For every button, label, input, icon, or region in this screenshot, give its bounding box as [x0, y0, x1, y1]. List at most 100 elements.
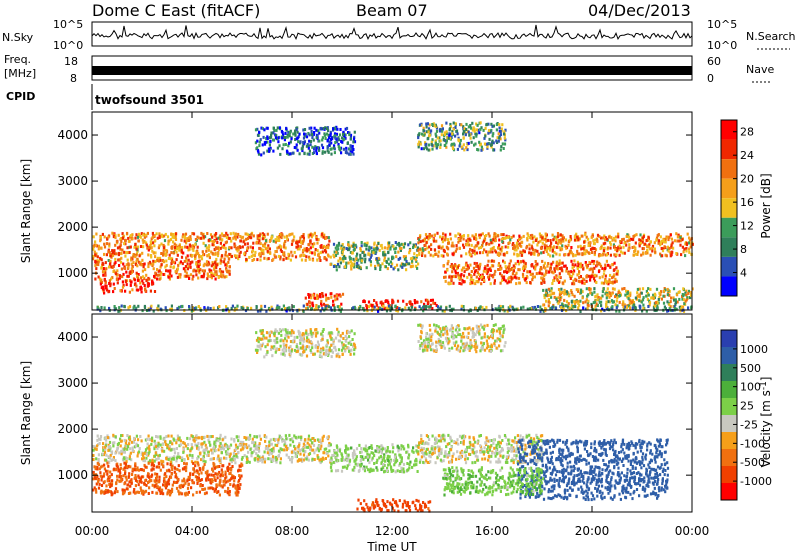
- power-cell: [168, 271, 172, 275]
- power-cell: [214, 247, 217, 251]
- power-cell: [416, 266, 419, 270]
- velocity-cell: [101, 464, 104, 468]
- velocity-cell: [154, 441, 157, 445]
- velocity-cell: [233, 476, 236, 480]
- power-cell: [328, 143, 331, 147]
- power-cell: [313, 231, 316, 235]
- power-cell: [561, 290, 564, 294]
- power-cell: [299, 245, 302, 249]
- power-cell: [293, 235, 296, 239]
- power-cell: [657, 233, 660, 237]
- power-cell: [270, 305, 273, 309]
- power-cell: [199, 267, 202, 271]
- power-cell: [171, 257, 174, 261]
- power-cell: [506, 281, 509, 285]
- power-cell: [608, 295, 611, 299]
- power-cell: [485, 123, 488, 127]
- velocity-cell: [133, 488, 136, 491]
- power-cell: [586, 294, 589, 298]
- power-cell: [454, 134, 457, 138]
- velocity-cell: [183, 479, 186, 483]
- velocity-cell: [328, 449, 331, 453]
- power-cell: [244, 251, 247, 255]
- power-cell: [181, 262, 184, 266]
- power-cell: [295, 128, 298, 132]
- nave-tick-bottom: 0: [707, 72, 714, 85]
- velocity-cell: [269, 450, 272, 454]
- power-cell: [545, 239, 548, 243]
- velocity-cell: [140, 488, 143, 492]
- power-cell: [164, 252, 167, 256]
- power-cell: [191, 260, 194, 264]
- power-cell: [310, 307, 313, 311]
- power-cell: [634, 252, 637, 256]
- power-cell: [502, 275, 506, 279]
- power-cell: [99, 280, 102, 284]
- velocity-cell: [112, 458, 115, 462]
- power-cell: [194, 257, 197, 261]
- power-cell: [600, 296, 603, 300]
- power-cell: [497, 139, 500, 143]
- power-cell: [262, 135, 265, 139]
- velocity-cell: [239, 483, 242, 487]
- power-cell: [379, 264, 382, 268]
- power-cell: [655, 287, 659, 291]
- power-cell: [530, 244, 533, 248]
- power-cell: [553, 235, 556, 239]
- power-cell: [530, 264, 533, 268]
- power-cell: [296, 148, 299, 152]
- power-cell: [591, 247, 594, 251]
- power-cell: [395, 263, 399, 267]
- power-cell: [615, 266, 618, 270]
- power-cell: [186, 245, 189, 249]
- power-cell: [248, 235, 251, 239]
- power-cell: [315, 237, 318, 241]
- power-cell: [102, 267, 105, 270]
- power-cell: [576, 235, 579, 239]
- power-cell: [609, 281, 612, 284]
- power-cell: [478, 277, 481, 281]
- velocity-cell: [92, 477, 95, 481]
- velocity-cell: [319, 447, 322, 451]
- power-cell: [165, 249, 168, 253]
- power-cell: [639, 306, 642, 310]
- power-cell: [171, 260, 174, 264]
- power-cell: [309, 293, 312, 297]
- power-cell: [175, 269, 178, 273]
- power-cell: [570, 291, 573, 294]
- power-cell: [614, 239, 617, 243]
- power-cell: [507, 265, 510, 269]
- velocity-cell: [260, 458, 263, 461]
- power-cell: [254, 141, 257, 145]
- velocity-cell: [98, 482, 101, 486]
- velocity-cell: [284, 445, 287, 448]
- velocity-cell: [112, 444, 115, 448]
- power-cell: [139, 287, 142, 291]
- power-cell: [454, 271, 457, 275]
- power-cell: [325, 305, 328, 309]
- power-cell: [323, 233, 326, 237]
- power-cell: [287, 252, 290, 256]
- power-cell: [307, 233, 310, 237]
- power-cell: [437, 306, 440, 310]
- power-cell: [262, 252, 265, 256]
- power-cell: [343, 265, 346, 269]
- velocity-cell: [100, 484, 104, 487]
- power-cell: [158, 277, 161, 281]
- power-cell: [639, 233, 642, 237]
- power-cell: [420, 132, 424, 136]
- power-cell: [432, 239, 436, 243]
- velocity-cell: [228, 453, 231, 457]
- power-cell: [119, 260, 123, 264]
- power-cell: [190, 309, 194, 313]
- power-cell: [139, 281, 142, 285]
- power-cell: [508, 276, 511, 280]
- power-cell: [686, 296, 689, 300]
- power-cell: [489, 247, 492, 251]
- power-cell: [213, 248, 216, 251]
- velocity-cell: [309, 445, 312, 449]
- power-cell: [562, 239, 565, 243]
- power-cell: [487, 232, 490, 236]
- power-cell: [685, 249, 688, 253]
- power-colorbar-segment: [721, 256, 737, 277]
